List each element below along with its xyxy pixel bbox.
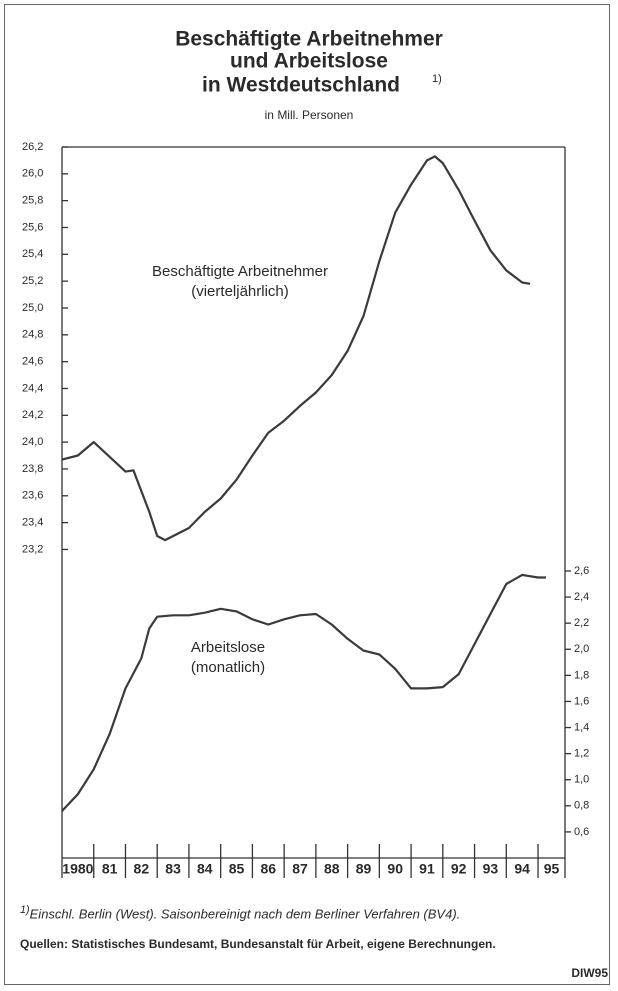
y-tick-label: 25,4 — [22, 248, 43, 260]
y-tick-label: 24,6 — [22, 356, 43, 368]
y2-tick-label: 2,0 — [574, 643, 589, 655]
y-tick-label: 25,6 — [22, 221, 43, 233]
y-tick-label: 25,8 — [22, 195, 43, 207]
sources: Quellen: Statistisches Bundesamt, Bundes… — [20, 937, 496, 951]
chart: Beschäftigte Arbeitnehmer und Arbeitslos… — [22, 28, 589, 878]
series-label: (monatlich) — [191, 659, 265, 676]
x-tick-label: 94 — [514, 861, 530, 877]
x-tick-label: 91 — [419, 861, 435, 877]
x-tick-label: 84 — [197, 861, 213, 877]
x-tick-label: 90 — [387, 861, 403, 877]
y2-tick-label: 1,8 — [574, 669, 589, 681]
y-tick-label: 23,8 — [22, 463, 43, 475]
y-tick-label: 24,2 — [22, 409, 43, 421]
x-tick-label: 82 — [134, 861, 150, 877]
y-tick-label: 23,4 — [22, 517, 43, 529]
y2-tick-label: 1,2 — [574, 748, 589, 760]
y2-tick-label: 1,4 — [574, 721, 589, 733]
title-note: 1) — [432, 73, 442, 85]
y-tick-label: 24,4 — [22, 382, 43, 394]
x-tick-label: 1980 — [62, 861, 93, 877]
x-tick-label: 87 — [292, 861, 308, 877]
y2-tick-label: 2,4 — [574, 591, 589, 603]
chart-title: Beschäftigte Arbeitnehmer — [175, 28, 443, 51]
subtitle: in Mill. Personen — [265, 108, 354, 122]
x-tick-label: 88 — [324, 861, 340, 877]
y2-tick-label: 2,2 — [574, 617, 589, 629]
x-tick-label: 85 — [229, 861, 245, 877]
y2-tick-label: 0,6 — [574, 826, 589, 838]
x-tick-label: 89 — [356, 861, 372, 877]
chart-title: und Arbeitslose — [230, 50, 388, 73]
y-tick-label: 25,0 — [22, 302, 43, 314]
series-label: (vierteljährlich) — [191, 283, 289, 300]
footnote: 1)Einschl. Berlin (West). Saisonbereinig… — [20, 902, 590, 922]
y-tick-label: 24,0 — [22, 436, 43, 448]
y-tick-label: 26,2 — [22, 141, 43, 153]
series-line — [61, 573, 546, 812]
y-tick-label: 23,6 — [22, 490, 43, 502]
y2-tick-label: 2,6 — [574, 565, 589, 577]
frame — [4, 4, 610, 985]
footnote-text: Einschl. Berlin (West). Saisonbereinigt … — [29, 906, 461, 922]
x-tick-label: 95 — [544, 861, 560, 877]
y-tick-label: 26,0 — [22, 168, 43, 180]
chart-title: in Westdeutschland — [202, 74, 400, 97]
x-tick-label: 92 — [451, 861, 467, 877]
y2-tick-label: 1,0 — [574, 774, 589, 786]
x-tick-label: 93 — [483, 861, 499, 877]
series-label: Beschäftigte Arbeitnehmer — [152, 263, 328, 280]
y-tick-label: 25,2 — [22, 275, 43, 287]
y-tick-label: 23,2 — [22, 543, 43, 555]
series-label: Arbeitslose — [191, 639, 265, 656]
series-line — [61, 155, 531, 542]
y2-tick-label: 0,8 — [574, 800, 589, 812]
credit: DIW95 — [571, 966, 608, 980]
x-tick-label: 81 — [102, 861, 118, 877]
y-tick-label: 24,8 — [22, 329, 43, 341]
y2-tick-label: 1,6 — [574, 695, 589, 707]
footnote-marker: 1) — [20, 904, 30, 916]
x-tick-label: 86 — [260, 861, 276, 877]
x-tick-label: 83 — [165, 861, 181, 877]
